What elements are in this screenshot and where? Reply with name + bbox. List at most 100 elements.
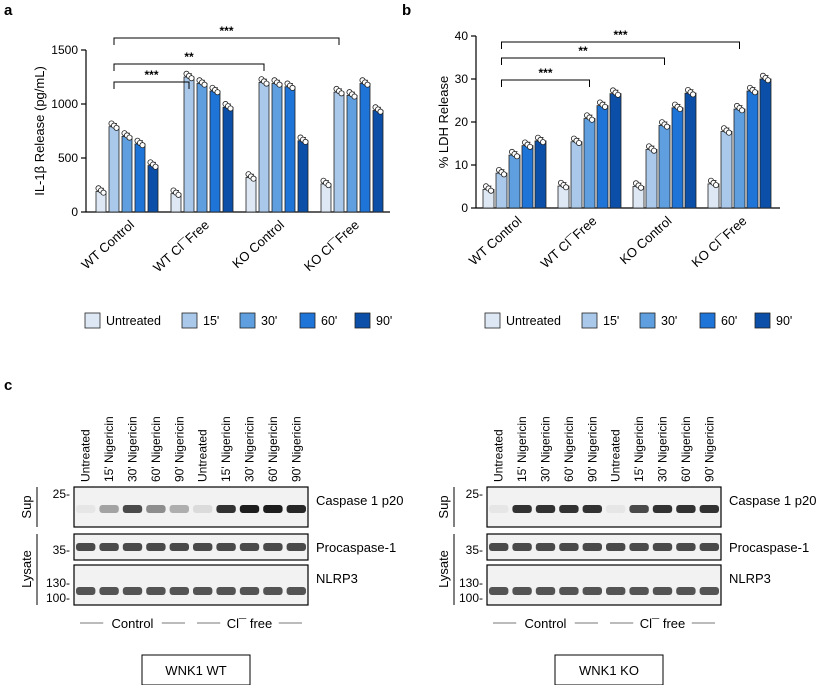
bar (521, 145, 534, 209)
replicate-dot (664, 123, 671, 130)
sup-label: Sup (436, 495, 451, 518)
replicate-dot (100, 189, 107, 196)
replicate-dot (302, 138, 309, 145)
significance-label: *** (538, 66, 552, 80)
replicate-dot (615, 91, 622, 98)
legend-label: Untreated (506, 314, 561, 328)
blot-band (239, 505, 260, 513)
blot-panel-wnk1-ko: Untreated 15' Nigericin 30' Nigericin 60' N… (436, 416, 816, 685)
x-category-label: KO Cl¯Free (301, 217, 362, 274)
mw-marker-100: 100- (46, 591, 70, 605)
replicate-dot (276, 81, 283, 88)
x-category-label: WT Cl¯Free (150, 217, 212, 275)
replicate-dot (175, 191, 182, 198)
y-axis-label: % LDH Release (436, 76, 451, 169)
legend-label: Untreated (106, 314, 161, 328)
significance-label: ** (578, 44, 588, 58)
blot-band (286, 543, 306, 551)
x-category-label: WT Control (78, 217, 137, 272)
legend-swatch (354, 312, 371, 329)
bar (297, 140, 309, 213)
blot-band (169, 505, 189, 513)
blot-band (606, 587, 626, 595)
lane-label: 30' Nigericin (539, 416, 553, 482)
nlrp3-strip (486, 564, 722, 606)
panel-letter-c: c (4, 377, 12, 394)
lysate-label: Lysate (19, 550, 34, 588)
blot-band (169, 587, 189, 595)
legend-label: 60' (721, 314, 737, 328)
bar (508, 154, 521, 209)
replicate-dot (377, 108, 384, 115)
significance-label: *** (613, 28, 627, 42)
mw-marker-25: 25- (53, 487, 70, 501)
legend-label: 30' (661, 314, 677, 328)
replicate-dot (589, 116, 596, 123)
mw-marker-35: 35- (466, 543, 483, 557)
blot-band (146, 543, 166, 551)
blot-band (76, 505, 96, 513)
lane-label: 30' Nigericin (656, 416, 670, 482)
bar (534, 140, 547, 209)
y-tick-label: 500 (58, 151, 78, 165)
x-category-label: KO Control (229, 217, 287, 271)
genotype-box (141, 654, 251, 685)
replicate-dot (263, 80, 270, 87)
mw-marker-35: 35- (53, 543, 70, 557)
lane-label: 60' Nigericin (149, 416, 163, 482)
replicate-dot (690, 91, 697, 98)
y-tick-label: 20 (455, 115, 469, 129)
blot-band (606, 543, 626, 551)
blot-band (122, 505, 143, 513)
caspase-strip-label: Caspase 1 p20 (316, 493, 403, 508)
nlrp3-strip-label: NLRP3 (316, 571, 358, 586)
blot-band (676, 505, 696, 513)
bar (671, 107, 684, 209)
bar (596, 105, 609, 209)
bar (658, 125, 671, 209)
y-tick-label: 0 (71, 205, 78, 219)
bar (258, 82, 270, 213)
bar (245, 177, 257, 213)
blot-band (76, 543, 96, 551)
replicate-dot (152, 163, 159, 170)
mw-marker-100: 100- (459, 591, 483, 605)
lane-label: 15' Nigericin (632, 416, 646, 482)
blot-band (652, 587, 673, 595)
replicate-dot (126, 134, 133, 141)
blot-band (193, 543, 213, 551)
panel-letter-b: b (402, 2, 411, 19)
replicate-dot (576, 139, 583, 146)
blot-band (629, 587, 649, 595)
lane-label: 90' Nigericin (702, 416, 716, 482)
legend-label: 90' (776, 314, 792, 328)
replicate-dot (188, 75, 195, 82)
control-label: Control (525, 616, 567, 631)
blot-band (559, 505, 579, 513)
replicate-dot (602, 103, 609, 110)
blot-band (582, 505, 602, 513)
blot-band (699, 505, 719, 513)
y-axis-label: IL-1β Release (pg/mL) (32, 66, 47, 196)
lane-label: 30' Nigericin (126, 416, 140, 482)
bar (495, 172, 508, 209)
legend-a: Untreated 15' 30' 60' 90' (84, 312, 392, 329)
blot-band (512, 543, 532, 551)
blot-band (535, 543, 556, 551)
replicate-dot (201, 81, 208, 88)
blot-band (535, 505, 556, 513)
genotype-label: WNK1 WT (165, 663, 226, 678)
replicate-dot (765, 77, 772, 84)
x-category-label: KO Cl¯Free (688, 213, 749, 270)
blot-band (216, 587, 236, 595)
y-tick-label: 1000 (51, 97, 78, 111)
bar (108, 126, 120, 213)
bar (583, 118, 596, 209)
bar (284, 86, 296, 213)
replicate-dot (726, 129, 733, 136)
blot-band (99, 505, 119, 513)
bar (222, 106, 234, 213)
legend-swatch (181, 312, 198, 329)
legend-swatch (299, 312, 316, 329)
bar (720, 131, 733, 209)
